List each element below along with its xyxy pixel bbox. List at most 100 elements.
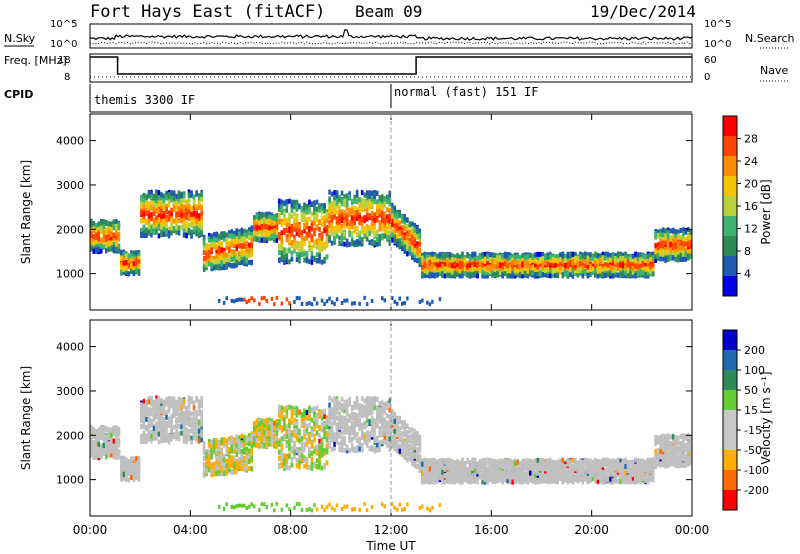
power-cell: [270, 233, 274, 239]
power-cell: [571, 273, 575, 279]
power-cell: [601, 271, 605, 277]
power-cell: [636, 252, 640, 258]
power-cell: [541, 256, 545, 261]
power-cell: [386, 194, 389, 200]
power-cell: [275, 221, 279, 226]
velocity-cell: [160, 438, 163, 444]
power-cell: [300, 235, 304, 241]
power-cell: [238, 238, 241, 244]
power-cell: [396, 218, 399, 224]
power-cell: [265, 234, 269, 240]
power-cell: [453, 255, 457, 261]
power-cell: [95, 223, 98, 229]
power-cell: [408, 237, 412, 243]
power-cell: [383, 217, 387, 223]
power-cell: [212, 265, 216, 271]
velocity-cell: [132, 477, 136, 483]
power-cell: [343, 214, 346, 220]
power-cell: [646, 254, 650, 260]
power-cell: [298, 248, 301, 254]
power-cell: [305, 251, 309, 257]
power-cell: [105, 241, 108, 247]
power-cell: [416, 225, 419, 231]
freq-panel: [89, 53, 693, 83]
power-cell: [646, 259, 650, 265]
power-cell: [298, 232, 301, 238]
velocity-cell: [145, 401, 148, 407]
velocity-cell: [160, 434, 163, 440]
colorbar-tick-label: 4: [744, 268, 751, 281]
power-cell: [305, 203, 309, 209]
power-cell: [335, 216, 339, 222]
power-cell: [335, 209, 339, 215]
cpid-segment-1: themis 3300 IF: [94, 93, 195, 107]
velocity-cell: [155, 435, 158, 441]
power-cell: [295, 242, 299, 248]
cpid-label: CPID: [4, 88, 33, 101]
power-cell: [315, 217, 319, 223]
power-cell: [614, 256, 617, 261]
power-cell: [604, 266, 607, 272]
power-cell: [360, 229, 364, 235]
power-cell: [408, 222, 412, 228]
velocity-cell: [142, 417, 146, 423]
power-cell: [338, 227, 341, 233]
power-cell: [288, 198, 291, 204]
velocity-cell: [135, 459, 138, 465]
velocity-cell: [157, 414, 161, 420]
power-cell: [255, 231, 259, 237]
power-cell: [263, 296, 266, 301]
power-cell: [308, 208, 311, 214]
power-cell: [556, 262, 560, 268]
power-cell: [137, 269, 141, 275]
power-cell: [621, 262, 625, 268]
power-cell: [481, 273, 484, 279]
power-cell: [393, 212, 397, 218]
power-cell: [386, 232, 389, 238]
power-cell: [408, 230, 412, 236]
power-cell: [313, 243, 316, 248]
power-cell: [328, 228, 331, 234]
power-cell: [235, 228, 239, 234]
power-cell: [408, 250, 412, 256]
velocity-cell: [132, 467, 136, 473]
power-cell: [315, 252, 319, 258]
velocity-cell: [120, 473, 123, 479]
power-cell: [348, 225, 351, 230]
power-cell: [105, 248, 108, 254]
power-cell: [200, 191, 203, 197]
power-cell: [604, 270, 607, 275]
power-cell: [187, 214, 191, 219]
velocity-cell: [155, 414, 158, 420]
velocity-cell: [100, 449, 103, 455]
power-cell: [172, 218, 176, 224]
power-cell: [619, 256, 622, 262]
power-cell: [320, 221, 324, 227]
power-cell: [298, 203, 301, 209]
power-cell: [150, 205, 153, 211]
power-cell: [476, 259, 479, 265]
velocity-cell: [152, 435, 156, 441]
power-cell: [303, 241, 306, 246]
power-cell: [177, 230, 181, 236]
power-cell: [624, 264, 627, 270]
velocity-cell: [160, 415, 163, 421]
power-cell: [456, 272, 459, 277]
power-cell: [624, 270, 627, 276]
power-cell: [370, 199, 374, 205]
power-cell: [340, 200, 344, 206]
colorbar-tick-label: 28: [744, 133, 758, 146]
power-cell: [263, 223, 266, 229]
power-cell: [376, 229, 379, 235]
power-cell: [240, 234, 244, 239]
power-cell: [350, 301, 354, 306]
power-cell: [626, 262, 630, 268]
power-cell: [167, 226, 171, 232]
power-cell: [539, 270, 542, 276]
power-cell: [300, 246, 304, 252]
power-cell: [295, 296, 299, 301]
power-cell: [345, 242, 349, 248]
power-cell: [453, 272, 457, 278]
power-cell: [629, 264, 632, 269]
power-cell: [579, 261, 582, 267]
